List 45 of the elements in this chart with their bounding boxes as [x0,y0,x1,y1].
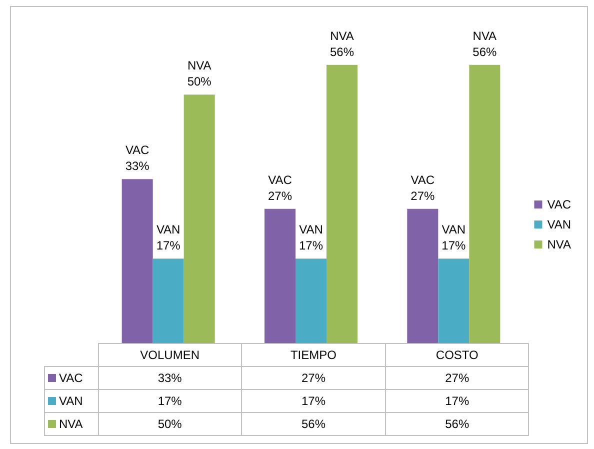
text: 50% [187,74,212,89]
text: 17% [298,238,324,253]
bar [152,258,184,343]
text: 56% [472,44,497,59]
data-label: 27% [242,366,386,390]
data-label: 50% [98,412,242,436]
text: VAC [547,198,572,212]
data-label: 33% [98,366,242,390]
bar [469,64,500,343]
bar [264,208,296,343]
text: 27% [410,188,435,203]
data-label: 17% [242,390,386,412]
text: NVA [472,28,497,43]
bar [407,208,438,343]
text: 27% [268,188,292,203]
data-label: 17% [385,390,529,412]
text: 17% [156,238,180,253]
text: 17% [442,238,466,253]
legend-label: VAN [547,218,572,232]
data-label: 56% [242,412,386,436]
bar [122,179,153,343]
text: VAC [410,172,435,187]
data-label: 17% [98,390,242,412]
text: 33% [125,159,150,174]
bar [296,258,326,343]
bar [438,258,470,343]
text: VAC [125,143,150,158]
text: VAN [442,222,466,237]
data-label: 56% [385,412,529,436]
x-tick-label: COSTO [385,344,529,366]
text: VAC [268,172,292,187]
legend-label: VAC [44,366,98,390]
text: NVA [59,417,83,431]
bar [326,64,358,343]
text: VAN [59,394,83,408]
legend-label: NVA [547,238,572,252]
x-tick-label: TIEMPO [242,344,386,366]
text: NVA [187,58,212,73]
x-tick-label: VOLUMEN [98,344,242,366]
bar [184,94,215,343]
data-label: 27% [385,366,529,390]
text: 56% [330,44,354,59]
text: NVA [330,28,354,43]
text: VAN [156,222,180,237]
text: VAN [299,222,323,237]
